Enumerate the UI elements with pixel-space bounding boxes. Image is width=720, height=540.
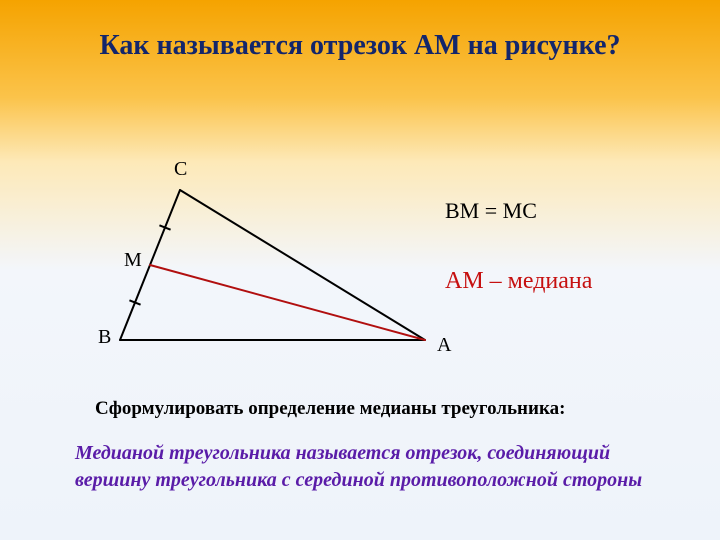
- vertex-label-b: В: [98, 326, 111, 349]
- slide-title: Как называется отрезок АМ на рисунке?: [0, 30, 720, 62]
- triangle-svg: [105, 170, 445, 370]
- definition-line-2: вершину треугольника с серединой противо…: [75, 469, 642, 491]
- midpoint-label-m: М: [124, 249, 142, 272]
- vertex-label-c: С: [174, 158, 187, 181]
- triangle-diagram: А В С М: [105, 170, 445, 370]
- equality-statement: BM = MC: [445, 198, 537, 224]
- answer-text: АМ – медиана: [445, 268, 592, 295]
- task-prompt: Сформулировать определение медианы треуг…: [95, 398, 565, 420]
- median-definition: Медианой треугольника называется отрезок…: [75, 440, 655, 494]
- vertex-label-a: А: [437, 334, 451, 357]
- definition-line-1: Медианой треугольника называется отрезок…: [75, 442, 610, 464]
